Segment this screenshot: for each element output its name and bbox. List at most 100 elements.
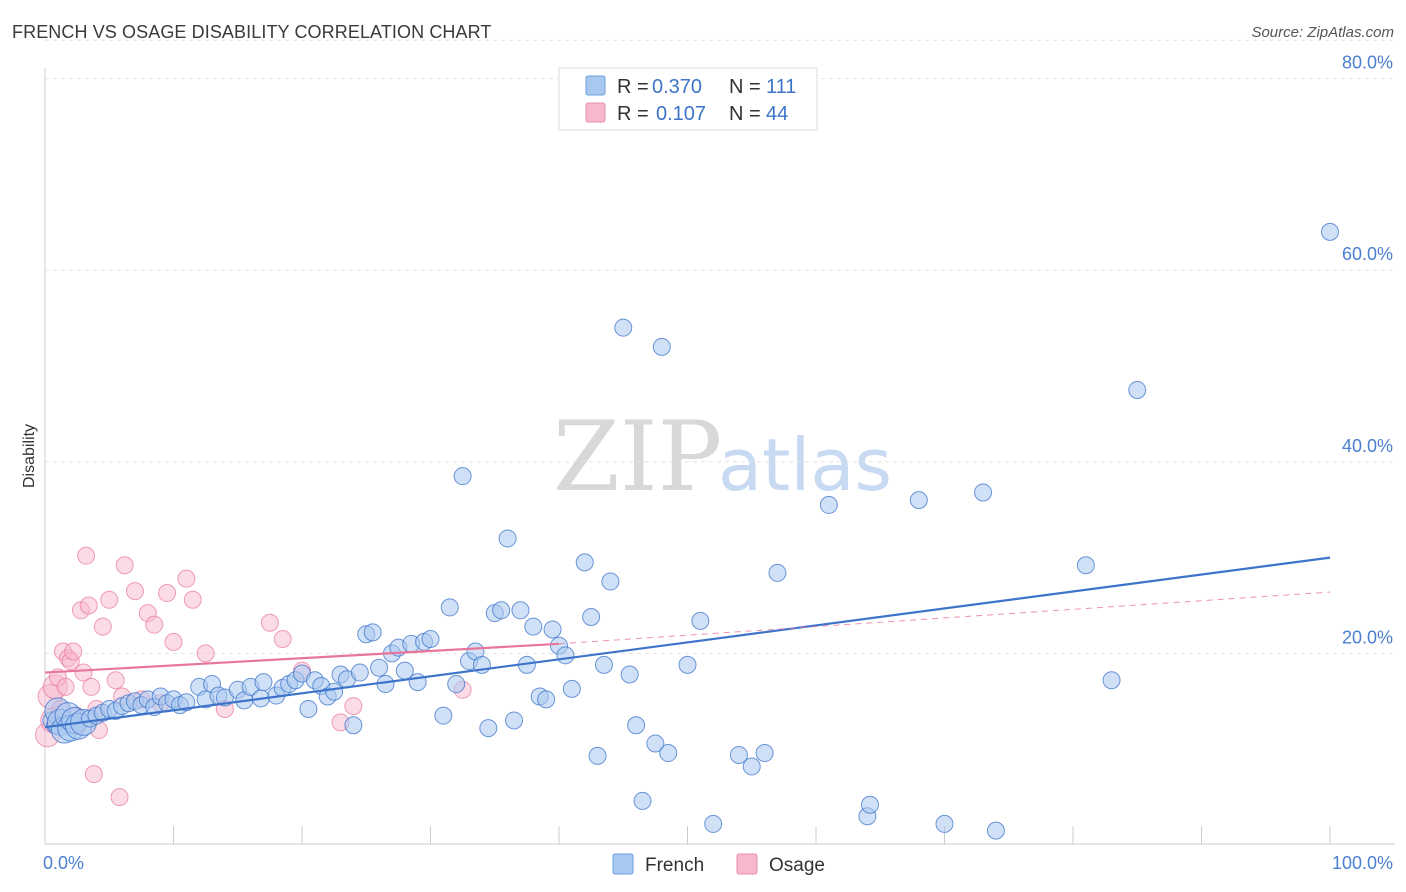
french-point-100 bbox=[768, 563, 787, 582]
bottom-legend: French Osage bbox=[612, 853, 825, 876]
french-trendline bbox=[44, 556, 1331, 729]
y-tick-label-2: 60.0% bbox=[1342, 244, 1393, 264]
osage-point-21 bbox=[93, 617, 112, 636]
french-point-81 bbox=[562, 679, 581, 698]
french-point-84 bbox=[588, 746, 607, 765]
legend-r-label-osage: R = bbox=[617, 103, 649, 125]
french-point-109 bbox=[1102, 671, 1121, 690]
legend-n-value-osage: 44 bbox=[766, 103, 788, 125]
french-point-97 bbox=[729, 745, 748, 764]
french-point-64 bbox=[453, 467, 472, 486]
bottom-legend-swatch-osage bbox=[736, 853, 758, 875]
french-point-41 bbox=[299, 699, 318, 718]
axes bbox=[44, 68, 1395, 845]
french-point-68 bbox=[479, 719, 498, 738]
bottom-legend-label-french: French bbox=[645, 855, 704, 876]
french-point-110 bbox=[1128, 380, 1147, 399]
x-tick-labels: 0.0% 100.0% bbox=[43, 853, 1393, 873]
osage-point-41 bbox=[344, 697, 363, 716]
french-point-48 bbox=[344, 716, 363, 735]
french-point-103 bbox=[860, 795, 879, 814]
french-point-107 bbox=[986, 821, 1005, 840]
french-point-72 bbox=[505, 711, 524, 730]
french-point-77 bbox=[537, 690, 556, 709]
french-point-104 bbox=[909, 491, 928, 510]
osage-point-27 bbox=[125, 582, 144, 601]
osage-point-26 bbox=[115, 556, 134, 575]
bottom-legend-label-osage: Osage bbox=[769, 855, 825, 876]
osage-point-22 bbox=[100, 590, 119, 609]
french-point-60 bbox=[421, 630, 440, 649]
legend-swatch-osage bbox=[585, 102, 606, 123]
french-point-106 bbox=[974, 483, 993, 502]
watermark-zip: ZIP bbox=[553, 401, 722, 513]
osage-point-14 bbox=[74, 663, 93, 682]
legend: R = 0.370 N = 111 R = 0.107 N = 44 bbox=[558, 67, 818, 131]
french-point-35 bbox=[254, 673, 273, 692]
french-point-91 bbox=[646, 734, 665, 753]
osage-point-35 bbox=[183, 590, 202, 609]
french-point-25 bbox=[177, 693, 196, 712]
french-point-71 bbox=[498, 529, 517, 548]
source-credit: Source: ZipAtlas.com bbox=[1251, 24, 1394, 41]
french-point-94 bbox=[678, 655, 697, 674]
watermark: ZIP atlas bbox=[553, 401, 892, 513]
y-tick-label-0: 20.0% bbox=[1342, 627, 1393, 647]
bottom-legend-swatch-french bbox=[612, 853, 634, 875]
french-point-73 bbox=[511, 601, 530, 620]
osage-trendline-extension bbox=[558, 591, 1331, 645]
osage-point-34 bbox=[177, 569, 196, 588]
french-points bbox=[42, 222, 1339, 840]
legend-r-value-osage: 0.107 bbox=[656, 103, 706, 125]
french-point-70 bbox=[492, 601, 511, 620]
legend-r-label-french: R = bbox=[617, 76, 649, 98]
french-point-93 bbox=[659, 744, 678, 763]
y-tick-labels: 20.0% 40.0% 60.0% 80.0% bbox=[1342, 53, 1393, 648]
osage-trendline bbox=[44, 642, 560, 674]
x-tick-label-0: 0.0% bbox=[43, 853, 84, 873]
french-point-99 bbox=[755, 744, 774, 763]
osage-point-24 bbox=[110, 788, 129, 807]
french-point-96 bbox=[704, 814, 723, 833]
french-point-89 bbox=[627, 716, 646, 735]
legend-r-value-french: 0.370 bbox=[652, 76, 702, 98]
french-point-80 bbox=[556, 646, 575, 665]
chart-title: FRENCH VS OSAGE DISABILITY CORRELATION C… bbox=[12, 22, 492, 42]
french-point-86 bbox=[601, 572, 620, 591]
legend-n-label-osage: N = bbox=[729, 103, 761, 125]
french-point-105 bbox=[935, 814, 954, 833]
osage-point-39 bbox=[273, 630, 292, 649]
osage-point-16 bbox=[79, 596, 98, 615]
osage-point-30 bbox=[145, 615, 164, 634]
french-point-75 bbox=[524, 617, 543, 636]
french-point-61 bbox=[434, 706, 453, 725]
osage-point-17 bbox=[82, 677, 101, 696]
x-tick-label-1: 100.0% bbox=[1332, 853, 1393, 873]
legend-n-value-french: 111 bbox=[766, 76, 796, 98]
french-point-95 bbox=[691, 611, 710, 630]
osage-point-18 bbox=[84, 765, 103, 784]
gridlines bbox=[45, 39, 1395, 654]
french-point-52 bbox=[370, 658, 389, 677]
legend-n-label-french: N = bbox=[729, 76, 761, 98]
osage-point-32 bbox=[158, 584, 177, 603]
french-point-62 bbox=[440, 598, 459, 617]
french-point-90 bbox=[633, 791, 652, 810]
french-point-63 bbox=[447, 675, 466, 694]
y-axis-label: Disability bbox=[21, 424, 38, 488]
osage-point-7 bbox=[56, 677, 75, 696]
osage-point-15 bbox=[77, 546, 96, 565]
osage-point-33 bbox=[164, 632, 183, 651]
french-point-82 bbox=[575, 553, 594, 572]
french-point-78 bbox=[543, 620, 562, 639]
french-point-101 bbox=[819, 495, 838, 514]
watermark-atlas: atlas bbox=[718, 423, 892, 507]
y-tick-label-3: 80.0% bbox=[1342, 53, 1393, 73]
french-point-108 bbox=[1076, 556, 1095, 575]
french-point-45 bbox=[325, 682, 344, 701]
trendlines bbox=[44, 556, 1331, 729]
french-point-92 bbox=[652, 337, 671, 356]
french-point-85 bbox=[594, 655, 613, 674]
french-point-87 bbox=[614, 318, 633, 337]
